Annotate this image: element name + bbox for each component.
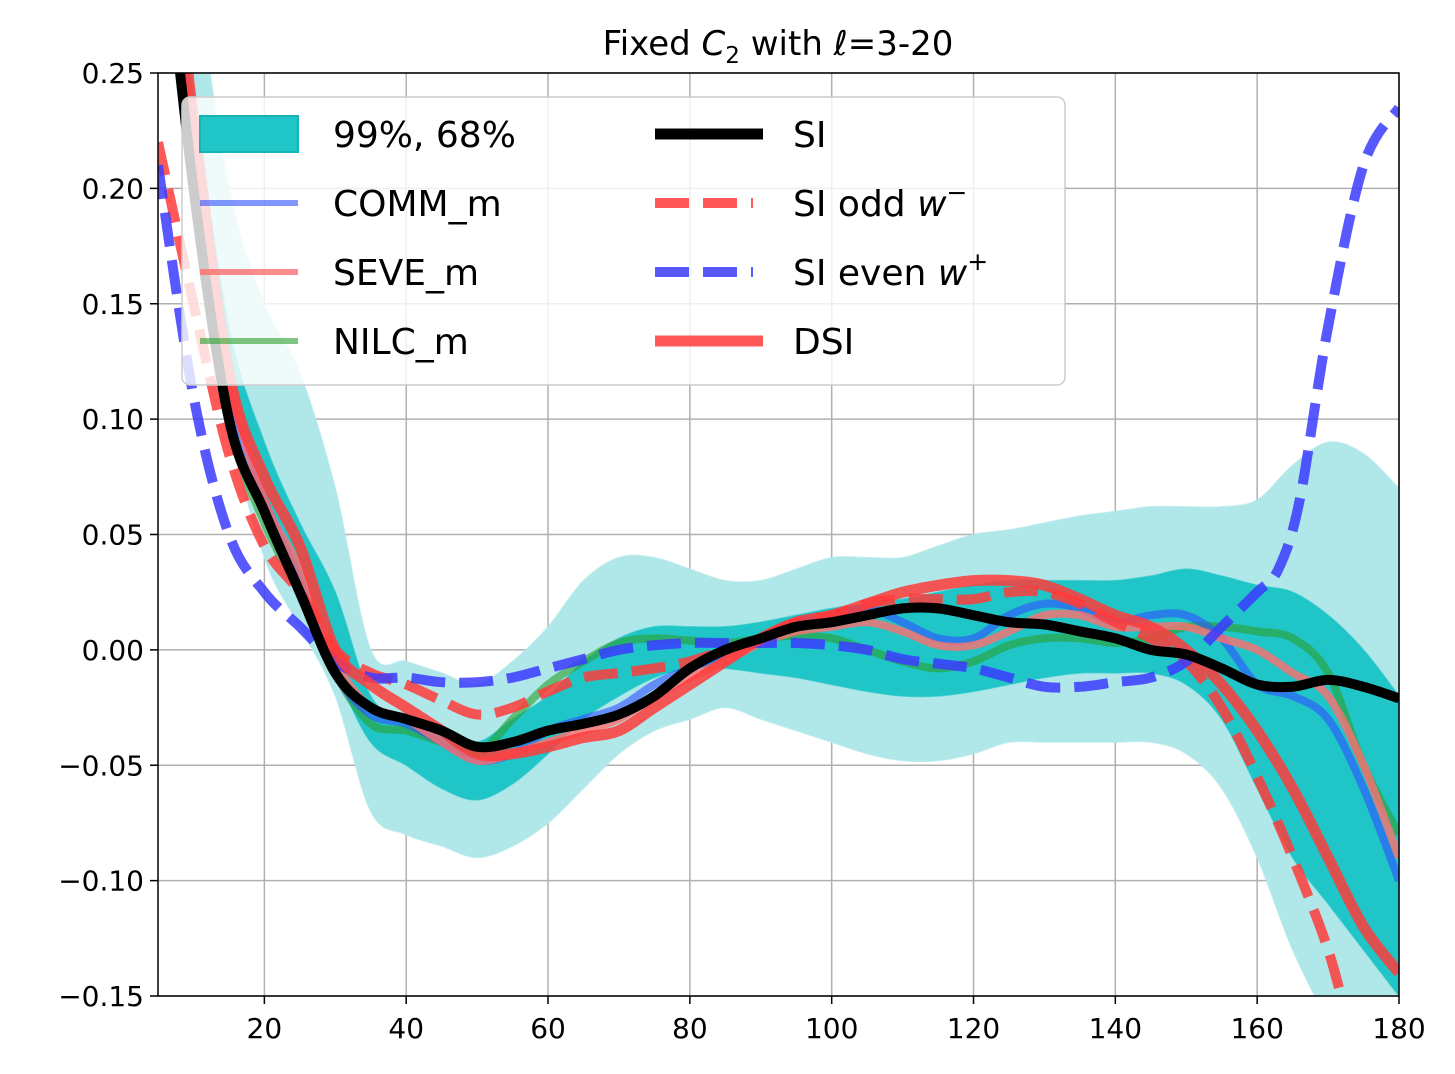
y-tick-label: 0.20 xyxy=(82,172,144,205)
y-tick-label: 0.05 xyxy=(82,519,144,552)
y-tick-label: 0.15 xyxy=(82,288,144,321)
legend-item-nilc-m: NILC_m xyxy=(200,322,469,363)
legend-label: DSI xyxy=(793,322,854,363)
legend-box xyxy=(181,96,1066,386)
legend-item-99-68: 99%, 68% xyxy=(199,115,516,156)
legend-label: 99%, 68% xyxy=(333,115,516,156)
x-tick-label: 120 xyxy=(947,1012,1000,1045)
legend-swatch xyxy=(199,115,299,153)
legend-item-si-odd-wminus: SI odd w− xyxy=(655,178,968,225)
legend-label: SEVE_m xyxy=(333,253,479,294)
legend-label: NILC_m xyxy=(333,322,469,363)
legend-item-si-even-wplus: SI even w+ xyxy=(655,247,988,294)
legend-item-si: SI xyxy=(655,115,826,156)
x-tick-label: 60 xyxy=(530,1012,566,1045)
legend-label: SI odd w− xyxy=(793,178,968,225)
y-tick-label: 0.10 xyxy=(82,403,144,436)
series-lines xyxy=(158,73,1399,996)
x-tick-label: 160 xyxy=(1230,1012,1283,1045)
series-line-si xyxy=(175,73,1399,753)
y-tick-label: 0.25 xyxy=(82,57,144,90)
chart-title: Fixed C2 with ℓ=3-20 xyxy=(603,24,954,69)
y-axis-ticks: −0.15 −0.10 −0.05 0.00 0.05 0.10 0.15 0.20 0.25 xyxy=(58,57,158,1013)
legend-label: COMM_m xyxy=(333,184,502,225)
legend: 99%, 68% COMM_m SEVE_m NILC_m SI SI odd w− SI … xyxy=(181,96,1066,386)
legend-item-dsi: DSI xyxy=(655,322,854,363)
legend-label: SI even w+ xyxy=(793,247,988,294)
y-tick-label: −0.15 xyxy=(58,980,144,1013)
x-tick-label: 40 xyxy=(388,1012,424,1045)
x-tick-label: 180 xyxy=(1372,1012,1425,1045)
x-tick-label: 140 xyxy=(1089,1012,1142,1045)
x-tick-label: 20 xyxy=(247,1012,283,1045)
y-tick-label: 0.00 xyxy=(82,634,144,667)
x-tick-label: 100 xyxy=(805,1012,858,1045)
legend-label: SI xyxy=(793,115,826,156)
x-axis-ticks: 20 40 60 80 100 120 140 160 180 xyxy=(247,996,1426,1045)
legend-item-comm-m: COMM_m xyxy=(200,184,502,225)
legend-item-seve-m: SEVE_m xyxy=(200,253,479,294)
x-tick-label: 80 xyxy=(672,1012,708,1045)
y-tick-label: −0.10 xyxy=(58,865,144,898)
y-tick-label: −0.05 xyxy=(58,749,144,782)
